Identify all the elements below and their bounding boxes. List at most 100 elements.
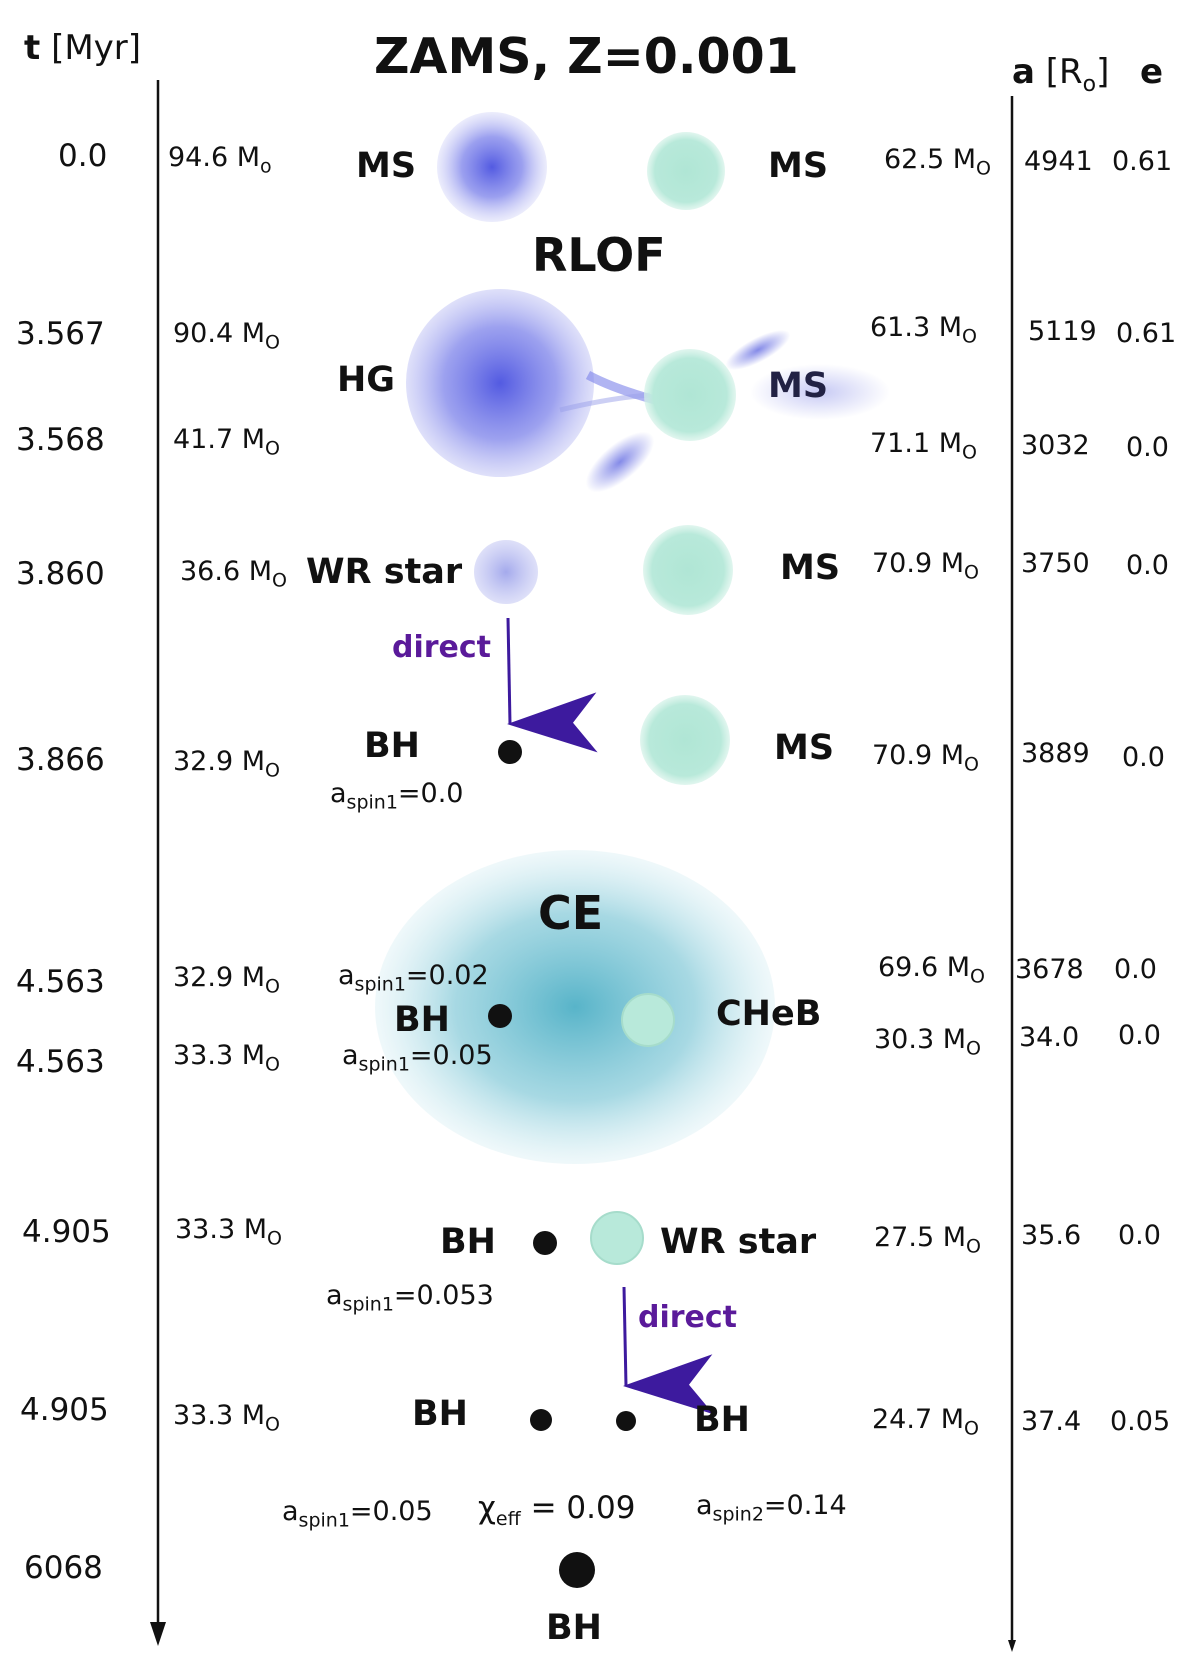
mass-unit-sub: O bbox=[272, 569, 287, 592]
common-envelope bbox=[375, 850, 775, 1164]
mass-unit-sub: O bbox=[964, 753, 979, 776]
spin-sub: spin1 bbox=[354, 973, 406, 996]
primary-spin: aspin1=0.0 bbox=[330, 778, 463, 813]
primary-mass: 32.9 MO bbox=[173, 746, 280, 781]
primary-stellar-type: BH bbox=[412, 1394, 468, 1434]
mass-unit-sub: O bbox=[970, 965, 985, 988]
diagram-title: ZAMS, Z=0.001 bbox=[374, 28, 799, 85]
spin-symbol: a bbox=[282, 1496, 299, 1527]
primary-mass-value: 33.3 M bbox=[175, 1214, 267, 1245]
time-value: 3.568 bbox=[16, 422, 105, 458]
primary-spin: aspin1=0.053 bbox=[326, 1280, 494, 1315]
spin-sub: spin1 bbox=[342, 1293, 394, 1316]
secondary-mass: 30.3 MO bbox=[874, 1024, 981, 1059]
primary-stellar-type: HG bbox=[337, 360, 396, 400]
primary-black-hole bbox=[530, 1409, 552, 1431]
mass-unit-sub: O bbox=[964, 561, 979, 584]
spin-symbol: a bbox=[338, 960, 355, 991]
mass-unit-sub: O bbox=[265, 1053, 280, 1076]
sep-header-unit-end: ] bbox=[1096, 52, 1110, 92]
primary-mass-value: 41.7 M bbox=[173, 424, 265, 455]
primary-ms-star bbox=[437, 112, 547, 222]
eccentricity-value: 0.61 bbox=[1112, 146, 1173, 177]
mass-unit-sub: O bbox=[966, 1235, 981, 1258]
separation-value: 5119 bbox=[1028, 316, 1097, 347]
mass-unit-sub: o bbox=[260, 155, 272, 178]
eccentricity-value: 0.61 bbox=[1116, 318, 1177, 349]
spin-sub: spin1 bbox=[358, 1053, 410, 1076]
primary-stellar-type: WR star bbox=[306, 552, 463, 592]
primary-spin: aspin1=0.02 bbox=[338, 960, 489, 995]
secondary-stellar-type: WR star bbox=[660, 1222, 817, 1262]
time-value: 3.567 bbox=[16, 316, 105, 352]
secondary-mass: 70.9 MO bbox=[872, 740, 979, 775]
primary-mass-value: 36.6 M bbox=[180, 556, 272, 587]
mass-transfer-stream-thin bbox=[559, 392, 651, 413]
secondary-mass: 71.1 MO bbox=[870, 428, 977, 463]
separation-axis-arrowhead bbox=[1008, 1640, 1016, 1652]
outflow-haze bbox=[750, 364, 890, 420]
primary-mass: 90.4 MO bbox=[173, 318, 280, 353]
secondary-black-hole bbox=[616, 1411, 636, 1431]
secondary-mass-value: 30.3 M bbox=[874, 1024, 966, 1055]
time-header-symbol: t bbox=[24, 28, 41, 68]
mass-unit-sub: O bbox=[966, 1037, 981, 1060]
chi-eff-value: = 0.09 bbox=[530, 1490, 636, 1526]
sep-header-symbol: a bbox=[1012, 52, 1035, 92]
eccentricity-value: 0.0 bbox=[1118, 1020, 1161, 1051]
separation-value: 3678 bbox=[1015, 954, 1084, 985]
eccentricity-value: 0.0 bbox=[1126, 550, 1169, 581]
secondary-mass: 62.5 MO bbox=[884, 144, 991, 179]
separation-value: 35.6 bbox=[1021, 1220, 1082, 1251]
separation-value: 4941 bbox=[1024, 146, 1093, 177]
secondary-mass-value: 24.7 M bbox=[872, 1404, 964, 1435]
spin-sub: spin1 bbox=[298, 1509, 350, 1532]
primary-mass: 36.6 MO bbox=[180, 556, 287, 591]
primary-black-hole bbox=[498, 740, 522, 764]
primary-spin: aspin1=0.05 bbox=[342, 1040, 493, 1075]
primary-stellar-type: BH bbox=[364, 726, 420, 766]
secondary-spin: aspin2=0.14 bbox=[696, 1490, 847, 1525]
primary-black-hole bbox=[488, 1004, 512, 1028]
spin-value: =0.05 bbox=[349, 1496, 433, 1527]
primary-hg-star bbox=[406, 289, 594, 477]
direct-collapse-arrow bbox=[506, 617, 598, 753]
separation-value: 34.0 bbox=[1019, 1022, 1080, 1053]
secondary-stellar-type: BH bbox=[694, 1400, 750, 1440]
time-header-unit: [Myr] bbox=[51, 28, 142, 68]
mass-unit-sub: O bbox=[265, 975, 280, 998]
secondary-mass-value: 71.1 M bbox=[870, 428, 962, 459]
time-value: 3.866 bbox=[16, 742, 105, 778]
eccentricity-header: e bbox=[1140, 52, 1164, 92]
spin-sub: spin2 bbox=[712, 1503, 764, 1526]
chi-eff: χeff = 0.09 bbox=[478, 1490, 635, 1530]
separation-value: 3889 bbox=[1021, 738, 1090, 769]
secondary-mass-value: 27.5 M bbox=[874, 1222, 966, 1253]
primary-mass-value: 32.9 M bbox=[173, 962, 265, 993]
separation-value: 3750 bbox=[1021, 548, 1090, 579]
primary-mass-value: 33.3 M bbox=[173, 1040, 265, 1071]
primary-stellar-type: BH bbox=[440, 1222, 496, 1262]
separation-value: 3032 bbox=[1021, 430, 1090, 461]
primary-mass: 32.9 MO bbox=[173, 962, 280, 997]
time-axis-arrowhead bbox=[150, 1622, 166, 1646]
secondary-mass: 24.7 MO bbox=[872, 1404, 979, 1439]
spin-symbol: a bbox=[330, 778, 347, 809]
merged-bh-label: BH bbox=[546, 1608, 602, 1648]
spin-value: =0.05 bbox=[409, 1040, 493, 1071]
secondary-mass-value: 70.9 M bbox=[872, 548, 964, 579]
rlof-label: RLOF bbox=[532, 228, 666, 282]
chi-eff-sub: eff bbox=[495, 1508, 521, 1531]
secondary-mass: 27.5 MO bbox=[874, 1222, 981, 1257]
separation-value: 37.4 bbox=[1021, 1406, 1082, 1437]
secondary-stellar-type: MS bbox=[768, 366, 829, 406]
mass-unit-sub: O bbox=[265, 331, 280, 354]
sep-header-unit: [R bbox=[1045, 52, 1083, 92]
spin-symbol: a bbox=[696, 1490, 713, 1521]
primary-black-hole bbox=[533, 1231, 557, 1255]
secondary-mass-value: 69.6 M bbox=[878, 952, 970, 983]
secondary-mass: 61.3 MO bbox=[870, 312, 977, 347]
mass-unit-sub: O bbox=[265, 1413, 280, 1436]
secondary-cheb-star bbox=[621, 993, 675, 1047]
